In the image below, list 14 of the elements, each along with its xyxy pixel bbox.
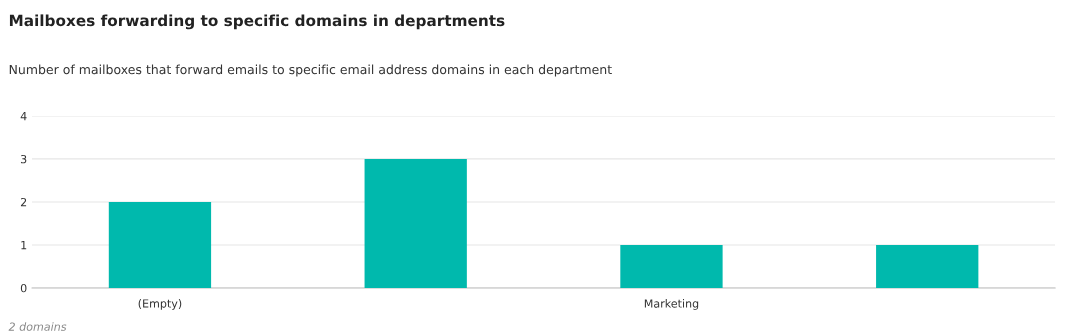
chart-subtitle: Number of mailboxes that forward emails to specific email address domains in each department: [9, 64, 612, 77]
bar: [364, 158, 467, 288]
chart-title: Mailboxes forwarding to specific domains in departments: [9, 14, 505, 30]
bar: [108, 201, 212, 288]
y-tick-label: 2: [20, 197, 27, 207]
bar: [620, 244, 723, 288]
y-tick-label: 4: [20, 112, 27, 121]
bar: [876, 244, 979, 288]
text: 2 domains: [8, 322, 67, 331]
y-tick-label: 0: [20, 283, 27, 293]
y-tick-label: 3: [20, 154, 27, 164]
x-tick-label: (Empty): [138, 299, 182, 310]
y-tick-label: 1: [21, 241, 27, 250]
x-tick-label: Marketing: [644, 299, 699, 310]
